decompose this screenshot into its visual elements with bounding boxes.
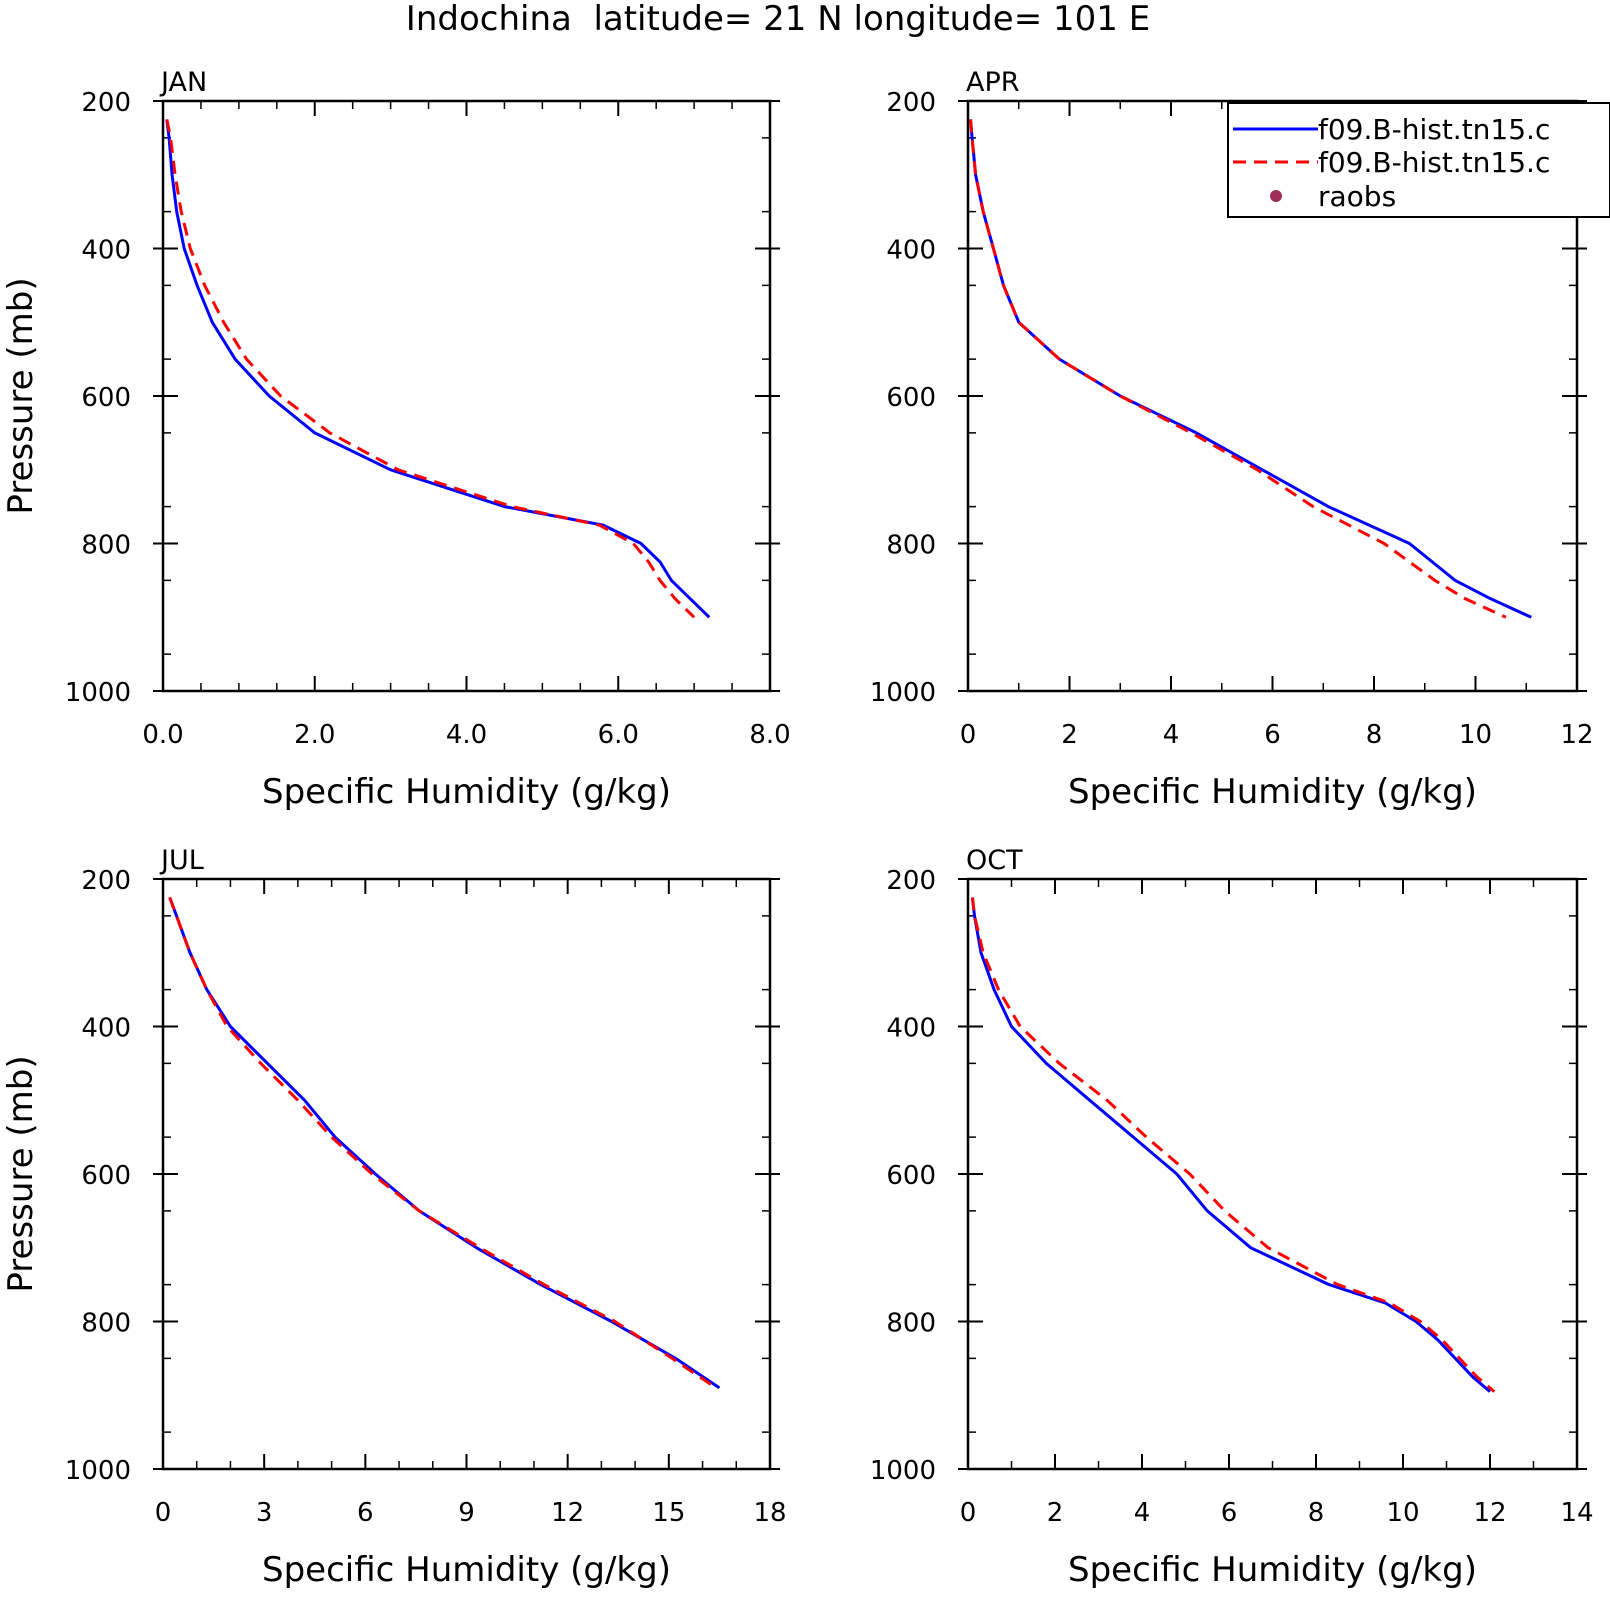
y-tick-label: 400 (886, 236, 936, 266)
legend-marker-raobs (1270, 190, 1282, 202)
y-tick-label: 600 (81, 383, 131, 413)
legend-box (1227, 102, 1610, 218)
figure-title: Indochina latitude= 21 N longitude= 101 … (406, 0, 1150, 39)
series-line-solid (165, 119, 711, 619)
x-axis-label: Specific Humidity (g/kg) (262, 772, 671, 812)
x-tick-label: 12 (1560, 720, 1593, 750)
y-tick-label: 200 (886, 88, 936, 118)
y-axis-label: Pressure (mb) (1, 277, 41, 514)
panel-jan: JAN 0.0 2.0 4.0 6.0 8.0 200 400 600 800 1000 Specif… (1, 67, 791, 812)
x-tick-label: 4 (1163, 720, 1180, 750)
x-tick-label: 0 (155, 1498, 172, 1528)
y-tick-label: 1000 (65, 1456, 131, 1486)
panel-jul: JUL 0 3 6 9 12 15 18 200 400 600 800 1000 Specific Hu… (1, 845, 787, 1590)
y-tick-label: 1000 (65, 678, 131, 708)
panel-oct: OCT 0 2 4 6 8 10 12 14 200 400 600 800 1000 Specific H… (870, 845, 1594, 1590)
x-tick-label: 2.0 (294, 720, 335, 750)
legend-label-dashed: f09.B-hist.tn15.c (1318, 146, 1550, 179)
x-tick-label: 8.0 (749, 720, 790, 750)
plot-frame (966, 877, 1579, 1471)
x-tick-label: 10 (1386, 1498, 1419, 1528)
y-tick-label: 600 (886, 383, 936, 413)
x-tick-label: 6 (1221, 1498, 1238, 1528)
y-tick-label: 400 (81, 1014, 131, 1044)
y-tick-label: 200 (81, 866, 131, 896)
y-tick-label: 400 (81, 236, 131, 266)
x-axis-label: Specific Humidity (g/kg) (262, 1550, 671, 1590)
series-line-dashed (168, 896, 717, 1390)
legend-label-solid: f09.B-hist.tn15.c (1318, 113, 1550, 146)
x-tick-label: 6 (1264, 720, 1281, 750)
y-tick-label: 800 (886, 531, 936, 561)
x-tick-label: 2 (1047, 1498, 1064, 1528)
plot-frame (161, 877, 772, 1471)
x-tick-label: 10 (1459, 720, 1492, 750)
x-tick-label: 8 (1308, 1498, 1325, 1528)
panel-label: APR (966, 67, 1020, 98)
y-axis-label: Pressure (mb) (1, 1055, 41, 1292)
panel-label: OCT (966, 845, 1023, 876)
series-line-solid (168, 896, 721, 1390)
x-axis-label: Specific Humidity (g/kg) (1068, 772, 1477, 812)
y-tick-label: 800 (886, 1309, 936, 1339)
y-tick-label: 600 (886, 1161, 936, 1191)
series-line-solid (970, 897, 1491, 1393)
x-tick-label: 14 (1560, 1498, 1593, 1528)
x-tick-label: 12 (1473, 1498, 1506, 1528)
x-tick-label: 0 (960, 720, 977, 750)
x-tick-label: 3 (256, 1498, 273, 1528)
y-tick-label: 600 (81, 1161, 131, 1191)
y-tick-label: 1000 (870, 1456, 936, 1486)
y-tick-label: 1000 (870, 678, 936, 708)
series-line-dashed (165, 119, 696, 619)
legend-label-raobs: raobs (1318, 180, 1396, 213)
x-tick-label: 4.0 (446, 720, 487, 750)
x-axis-label: Specific Humidity (g/kg) (1068, 1550, 1477, 1590)
y-tick-label: 400 (886, 1014, 936, 1044)
x-tick-label: 12 (551, 1498, 584, 1528)
panel-label: JUL (159, 845, 204, 876)
y-tick-label: 200 (81, 88, 131, 118)
y-tick-label: 200 (886, 866, 936, 896)
panel-label: JAN (159, 67, 207, 98)
x-tick-label: 8 (1366, 720, 1383, 750)
panel-apr: APR 0 2 4 6 8 10 12 200 400 600 800 1000 Specific Hum… (870, 67, 1594, 812)
legend: f09.B-hist.tn15.c f09.B-hist.tn15.c raob… (1227, 102, 1610, 218)
x-tick-label: 9 (458, 1498, 475, 1528)
x-tick-label: 2 (1061, 720, 1078, 750)
y-tick-label: 800 (81, 1309, 131, 1339)
x-tick-label: 0 (960, 1498, 977, 1528)
series-line-dashed (969, 119, 1507, 619)
series-line-dashed (970, 897, 1496, 1393)
y-tick-label: 800 (81, 531, 131, 561)
x-tick-label: 6 (357, 1498, 374, 1528)
x-tick-label: 18 (753, 1498, 786, 1528)
x-tick-label: 0.0 (142, 720, 183, 750)
x-tick-label: 4 (1134, 1498, 1151, 1528)
x-tick-label: 15 (652, 1498, 685, 1528)
x-tick-label: 6.0 (598, 720, 639, 750)
